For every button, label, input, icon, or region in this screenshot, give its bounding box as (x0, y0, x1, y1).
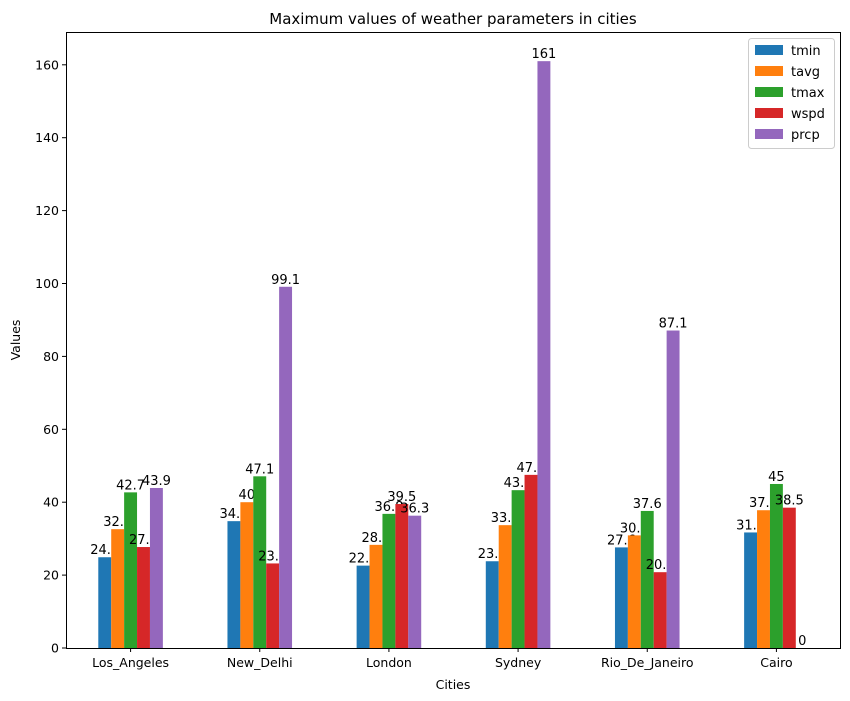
bar-prcp (279, 286, 293, 648)
bar-tmin (227, 521, 241, 648)
bar-value-label: 38.5 (775, 494, 804, 509)
bar-tmin (356, 565, 370, 648)
legend-swatch-tmax (755, 87, 783, 97)
legend: tmin tavg tmax wspd prcp (748, 38, 835, 149)
bar-tmax (382, 513, 396, 648)
legend-label: tmax (791, 86, 825, 101)
bar-prcp (666, 330, 680, 648)
y-tick-label: 80 (43, 349, 59, 364)
y-tick-label: 0 (51, 641, 59, 656)
y-tick-label: 120 (35, 203, 59, 218)
y-tick-label: 20 (43, 568, 59, 583)
y-tick-label: 100 (35, 276, 59, 291)
x-tick-label: Rio_De_Janeiro (601, 655, 694, 670)
bar-tmax (640, 510, 654, 648)
bar-value-label: 37.6 (633, 497, 662, 512)
bar-value-label: 161 (532, 47, 557, 62)
bar-tmin (485, 561, 499, 648)
x-tick-label: Sydney (495, 655, 542, 670)
y-tick-label: 160 (35, 57, 59, 72)
bar-prcp (408, 515, 422, 648)
plot-area: 24.932.642.727.743.934.84047.123.299.122… (90, 47, 806, 649)
bar-value-label: 45 (768, 470, 785, 485)
x-tick-label: London (366, 655, 412, 670)
bar-wspd (395, 504, 409, 648)
bar-value-label: 99.1 (271, 273, 300, 288)
legend-swatch-prcp (755, 129, 783, 139)
bar-tavg (240, 502, 254, 648)
bar-tavg (627, 535, 641, 648)
y-tick-label: 60 (43, 422, 59, 437)
x-tick-label: Cairo (760, 655, 792, 670)
bar-tavg (369, 544, 383, 648)
x-tick-label: Los_Angeles (92, 655, 169, 670)
bar-wspd (524, 474, 538, 648)
bar-prcp (537, 61, 551, 648)
x-axis-label: Cities (436, 677, 471, 692)
bar-tavg (498, 525, 512, 648)
bar-wspd (266, 563, 280, 648)
bar-tmax (769, 483, 783, 648)
bar-tmin (98, 557, 112, 648)
bar-value-label: 47.1 (245, 462, 274, 477)
bar-tmax (124, 492, 138, 648)
legend-label: tavg (791, 65, 820, 80)
legend-swatch-wspd (755, 108, 783, 118)
bar-value-label: 0 (798, 634, 806, 649)
bar-prcp (149, 487, 163, 648)
x-tick-label: New_Delhi (227, 655, 293, 670)
bar-tavg (757, 510, 770, 648)
plot-frame (66, 32, 841, 649)
y-tick-label: 40 (43, 495, 59, 510)
bar-value-label: 40 (239, 488, 256, 503)
y-axis-label: Values (8, 320, 23, 361)
bar-wspd (782, 507, 796, 648)
bar-tavg (111, 529, 125, 648)
bar-value-label: 39.5 (387, 490, 416, 505)
legend-label: wspd (791, 107, 825, 122)
bar-tmax (511, 490, 525, 648)
chart-title: Maximum values of weather parameters in … (269, 10, 637, 28)
bar-value-label: 36.3 (400, 502, 429, 517)
legend-swatch-tmin (755, 45, 783, 55)
bar-value-label: 43.9 (142, 474, 171, 489)
x-axis: Los_Angeles New_Delhi London Sydney Rio_De_J… (92, 648, 793, 670)
y-axis: 0 20 40 60 80 100 120 140 160 (35, 57, 66, 656)
bar-wspd (137, 547, 150, 648)
y-tick-label: 140 (35, 130, 59, 145)
bar-tmin (744, 532, 758, 648)
bar-value-label: 87.1 (659, 317, 688, 332)
legend-label: tmin (791, 44, 821, 59)
bar-tmin (614, 547, 628, 648)
bar-value-label: 42.7 (116, 478, 145, 493)
legend-swatch-tavg (755, 66, 783, 76)
legend-label: prcp (791, 128, 820, 143)
bar-tmax (253, 476, 267, 648)
bar-wspd (653, 572, 667, 648)
